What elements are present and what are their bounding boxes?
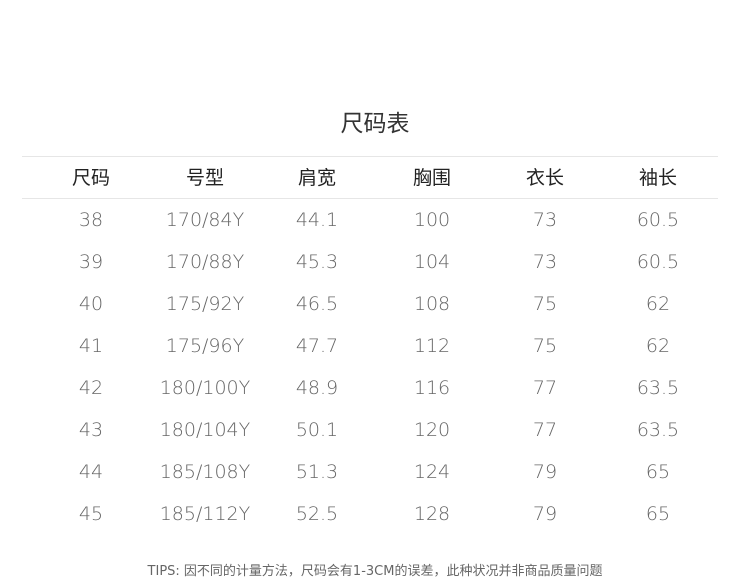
table-cell: 45 bbox=[78, 503, 104, 525]
table-cell: 42 bbox=[78, 377, 104, 399]
table-cell: 170/88Y bbox=[165, 251, 245, 273]
table-cell: 175/92Y bbox=[165, 293, 245, 315]
column-header: 衣长 bbox=[525, 167, 564, 189]
column-header: 胸围 bbox=[412, 167, 451, 189]
table-cell: 104 bbox=[413, 251, 451, 273]
header-row: 尺码 号型 肩宽 胸围 衣长 袖长 bbox=[0, 157, 750, 199]
table-cell: 77 bbox=[532, 419, 558, 441]
table-cell: 41 bbox=[78, 335, 104, 357]
table-cell: 50.1 bbox=[295, 419, 339, 441]
table-cell: 170/84Y bbox=[165, 209, 245, 231]
table-cell: 65 bbox=[645, 461, 671, 483]
table-row: 44 185/108Y 51.3 124 79 65 bbox=[0, 451, 750, 493]
table-row: 42 180/100Y 48.9 116 77 63.5 bbox=[0, 367, 750, 409]
table-cell: 128 bbox=[413, 503, 451, 525]
table-cell: 73 bbox=[532, 209, 558, 231]
table-cell: 38 bbox=[78, 209, 104, 231]
table-cell: 175/96Y bbox=[165, 335, 245, 357]
table-row: 39 170/88Y 45.3 104 73 60.5 bbox=[0, 241, 750, 283]
table-cell: 75 bbox=[532, 293, 558, 315]
table-row: 41 175/96Y 47.7 112 75 62 bbox=[0, 325, 750, 367]
table-cell: 44 bbox=[78, 461, 104, 483]
column-header: 号型 bbox=[185, 167, 224, 189]
table-cell: 52.5 bbox=[295, 503, 339, 525]
table-cell: 75 bbox=[532, 335, 558, 357]
table-cell: 79 bbox=[532, 503, 558, 525]
table-cell: 112 bbox=[413, 335, 451, 357]
table-cell: 60.5 bbox=[636, 251, 680, 273]
table-cell: 44.1 bbox=[295, 209, 339, 231]
table-cell: 45.3 bbox=[295, 251, 339, 273]
table-cell: 65 bbox=[645, 503, 671, 525]
table-cell: 108 bbox=[413, 293, 451, 315]
table-cell: 180/100Y bbox=[159, 377, 251, 399]
tips-note: TIPS: 因不同的计量方法，尺码会有1-3CM的误差，此种状况并非商品质量问题 bbox=[147, 564, 603, 579]
table-cell: 48.9 bbox=[295, 377, 339, 399]
table-cell: 62 bbox=[645, 293, 671, 315]
table-cell: 43 bbox=[78, 419, 104, 441]
table-cell: 79 bbox=[532, 461, 558, 483]
table-cell: 63.5 bbox=[636, 377, 680, 399]
header-top-divider bbox=[22, 156, 718, 157]
column-header: 肩宽 bbox=[297, 167, 336, 189]
table-cell: 120 bbox=[413, 419, 451, 441]
table-row: 40 175/92Y 46.5 108 75 62 bbox=[0, 283, 750, 325]
column-header: 袖长 bbox=[638, 167, 677, 189]
table-cell: 124 bbox=[413, 461, 451, 483]
table-cell: 60.5 bbox=[636, 209, 680, 231]
table-cell: 116 bbox=[413, 377, 451, 399]
table-cell: 62 bbox=[645, 335, 671, 357]
column-header: 尺码 bbox=[71, 167, 110, 189]
table-cell: 51.3 bbox=[295, 461, 339, 483]
table-cell: 40 bbox=[78, 293, 104, 315]
table-row: 43 180/104Y 50.1 120 77 63.5 bbox=[0, 409, 750, 451]
table-cell: 185/112Y bbox=[159, 503, 251, 525]
header-bottom-divider bbox=[22, 198, 718, 199]
table-cell: 47.7 bbox=[295, 335, 339, 357]
table-cell: 180/104Y bbox=[159, 419, 251, 441]
table-cell: 39 bbox=[78, 251, 104, 273]
table-cell: 185/108Y bbox=[159, 461, 251, 483]
table-cell: 46.5 bbox=[295, 293, 339, 315]
table-row: 38 170/84Y 44.1 100 73 60.5 bbox=[0, 199, 750, 241]
table-cell: 73 bbox=[532, 251, 558, 273]
table-cell: 63.5 bbox=[636, 419, 680, 441]
table-cell: 100 bbox=[413, 209, 451, 231]
table-cell: 77 bbox=[532, 377, 558, 399]
page-title: 尺码表 bbox=[340, 111, 410, 137]
table-row: 45 185/112Y 52.5 128 79 65 bbox=[0, 493, 750, 535]
